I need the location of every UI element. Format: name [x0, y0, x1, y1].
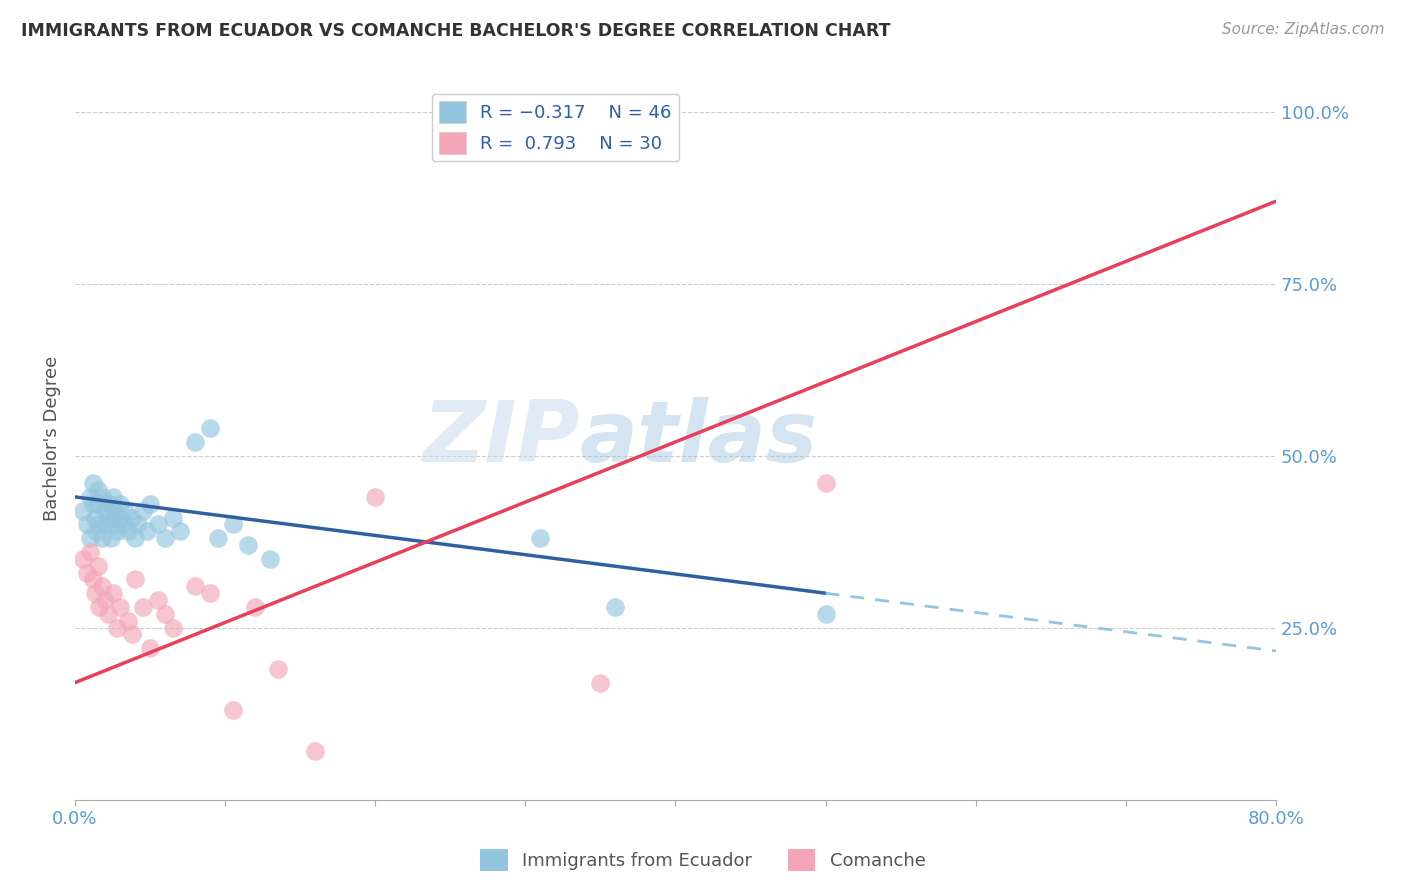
Point — [91, 579, 114, 593]
Point — [169, 524, 191, 539]
Point — [105, 621, 128, 635]
Point — [101, 586, 124, 600]
Point — [131, 599, 153, 614]
Point — [100, 531, 122, 545]
Point — [103, 504, 125, 518]
Point — [79, 545, 101, 559]
Point — [112, 517, 135, 532]
Point — [108, 510, 131, 524]
Text: ZIP: ZIP — [422, 397, 579, 480]
Point — [243, 599, 266, 614]
Point — [86, 558, 108, 573]
Point — [146, 593, 169, 607]
Point — [131, 504, 153, 518]
Point — [184, 434, 207, 449]
Point — [79, 531, 101, 545]
Point — [91, 490, 114, 504]
Point — [117, 524, 139, 539]
Point — [136, 524, 159, 539]
Point — [79, 490, 101, 504]
Point — [198, 421, 221, 435]
Point — [114, 504, 136, 518]
Point — [108, 497, 131, 511]
Point — [121, 510, 143, 524]
Point — [529, 531, 551, 545]
Point — [91, 531, 114, 545]
Point — [86, 497, 108, 511]
Point — [101, 517, 124, 532]
Point — [76, 566, 98, 580]
Point — [153, 531, 176, 545]
Point — [94, 517, 117, 532]
Point — [82, 573, 104, 587]
Point — [184, 579, 207, 593]
Point — [139, 497, 162, 511]
Point — [304, 744, 326, 758]
Point — [221, 703, 243, 717]
Point — [236, 538, 259, 552]
Point — [162, 621, 184, 635]
Point — [87, 599, 110, 614]
Point — [86, 483, 108, 497]
Point — [97, 510, 120, 524]
Point — [101, 490, 124, 504]
Point — [94, 504, 117, 518]
Point — [82, 476, 104, 491]
Point — [72, 551, 94, 566]
Point — [83, 510, 105, 524]
Point — [364, 490, 387, 504]
Point — [814, 607, 837, 621]
Point — [153, 607, 176, 621]
Text: atlas: atlas — [579, 397, 817, 480]
Point — [105, 524, 128, 539]
Point — [605, 599, 627, 614]
Point — [814, 476, 837, 491]
Point — [259, 551, 281, 566]
Point — [124, 531, 146, 545]
Point — [121, 627, 143, 641]
Point — [108, 599, 131, 614]
Point — [589, 675, 612, 690]
Point — [83, 586, 105, 600]
Legend: Immigrants from Ecuador, Comanche: Immigrants from Ecuador, Comanche — [474, 842, 932, 879]
Point — [198, 586, 221, 600]
Point — [124, 573, 146, 587]
Point — [127, 517, 149, 532]
Text: Source: ZipAtlas.com: Source: ZipAtlas.com — [1222, 22, 1385, 37]
Point — [94, 593, 117, 607]
Point — [221, 517, 243, 532]
Point — [84, 524, 107, 539]
Point — [97, 607, 120, 621]
Point — [139, 641, 162, 656]
Point — [98, 497, 121, 511]
Legend: R = −0.317    N = 46, R =  0.793    N = 30: R = −0.317 N = 46, R = 0.793 N = 30 — [432, 94, 679, 161]
Point — [207, 531, 229, 545]
Point — [82, 497, 104, 511]
Point — [87, 517, 110, 532]
Point — [146, 517, 169, 532]
Point — [76, 517, 98, 532]
Point — [162, 510, 184, 524]
Point — [266, 662, 288, 676]
Text: IMMIGRANTS FROM ECUADOR VS COMANCHE BACHELOR'S DEGREE CORRELATION CHART: IMMIGRANTS FROM ECUADOR VS COMANCHE BACH… — [21, 22, 890, 40]
Point — [72, 504, 94, 518]
Y-axis label: Bachelor's Degree: Bachelor's Degree — [44, 356, 60, 521]
Point — [117, 614, 139, 628]
